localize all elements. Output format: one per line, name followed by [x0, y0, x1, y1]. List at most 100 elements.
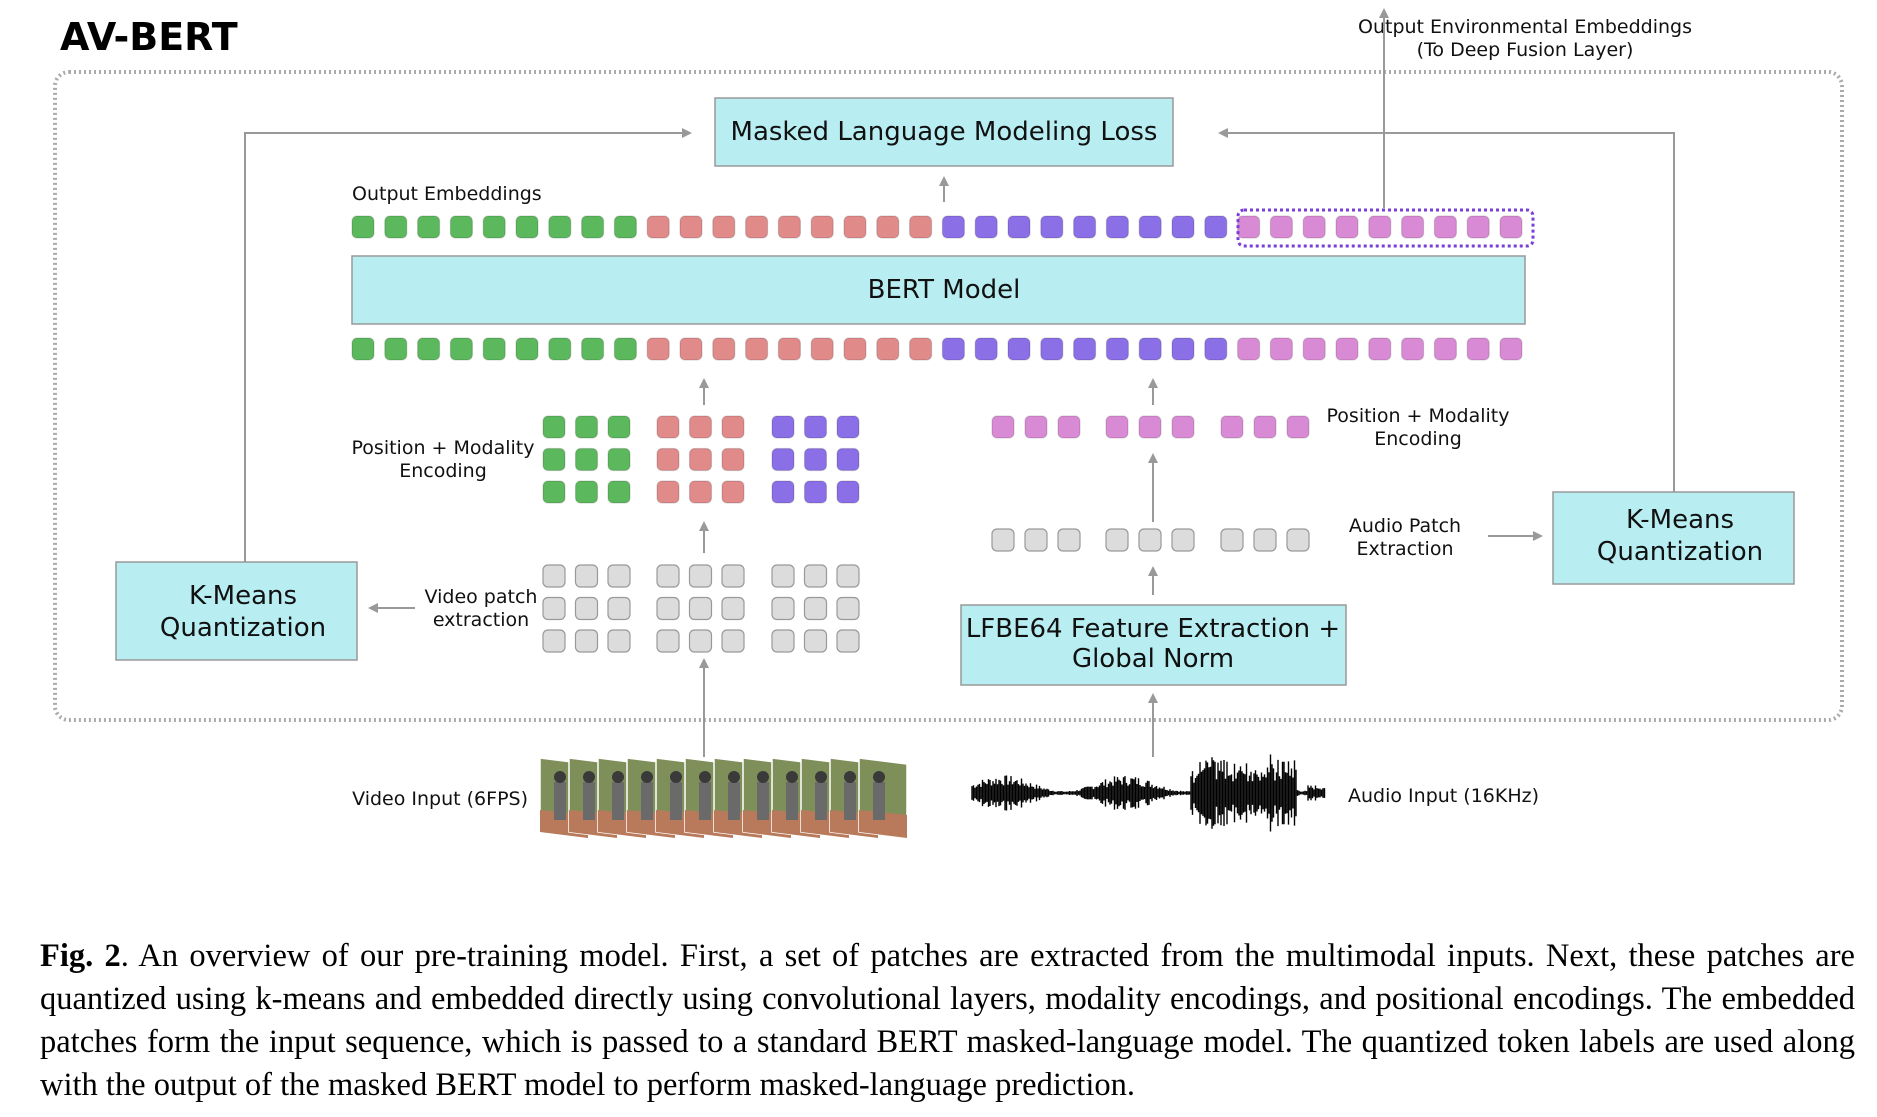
- video-encoded-patch: [542, 447, 566, 472]
- audio-input-label: Audio Input (16KHz): [1348, 785, 1539, 807]
- audio-encoded-patch: [991, 415, 1015, 439]
- lfbe-box: [960, 604, 1347, 686]
- output-env-label-line2: (To Deep Fusion Layer): [1417, 39, 1634, 61]
- token: [384, 337, 408, 361]
- token: [843, 215, 867, 239]
- outer-dotted-border: [53, 70, 1844, 722]
- video-patch: [607, 629, 631, 653]
- token: [548, 337, 572, 361]
- token: [1335, 215, 1359, 239]
- video-encoded-patch: [574, 415, 599, 439]
- video-encoded-patch: [688, 415, 713, 439]
- audio-patch: [991, 528, 1015, 552]
- mlm-loss-label: Masked Language Modeling Loss: [731, 117, 1158, 147]
- token: [974, 337, 998, 361]
- audio-encoded-patch: [1024, 415, 1048, 439]
- audio-patch-label-line1: Audio Patch: [1349, 515, 1461, 537]
- caption-label: Fig. 2: [40, 938, 121, 974]
- video-input-label: Video Input (6FPS): [352, 788, 528, 810]
- token: [417, 337, 441, 361]
- token: [712, 215, 736, 239]
- video-frame: [858, 757, 908, 839]
- lfbe-line1: LFBE64 Feature Extraction +: [966, 614, 1340, 644]
- token: [351, 215, 375, 239]
- bert-model-label: BERT Model: [868, 275, 1021, 305]
- video-encoded-patch: [688, 447, 713, 472]
- audio-patch: [1057, 528, 1081, 552]
- token: [777, 337, 802, 361]
- token: [810, 337, 834, 361]
- token: [548, 215, 572, 239]
- token: [1269, 215, 1294, 239]
- token: [1368, 337, 1392, 361]
- audio-encoded-patch: [1138, 415, 1162, 439]
- left-feedback-line: [244, 128, 692, 562]
- token: [744, 337, 769, 361]
- token: [1466, 337, 1490, 361]
- output-env-label-line1: Output Environmental Embeddings: [1358, 16, 1692, 38]
- token: [679, 337, 703, 361]
- token: [974, 215, 998, 239]
- token: [1368, 215, 1392, 239]
- video-patch: [803, 629, 828, 653]
- token: [1302, 337, 1326, 361]
- video-encoded-patch: [836, 415, 860, 439]
- video-patch: [542, 629, 566, 653]
- audio-patch: [1105, 528, 1129, 552]
- video-encoded-patch: [607, 447, 631, 472]
- token: [1236, 215, 1261, 239]
- video-encoded-patch: [607, 415, 631, 439]
- token: [1433, 215, 1458, 239]
- video-encoded-patch: [771, 415, 795, 439]
- token: [1269, 337, 1294, 361]
- video-patch: [574, 596, 599, 621]
- token: [941, 215, 966, 239]
- audio-encoded-patch: [1220, 415, 1244, 439]
- token: [908, 337, 933, 361]
- video-patch: [803, 596, 828, 621]
- audio-encoded-row: [991, 415, 1310, 439]
- audio-patch-row: [991, 528, 1310, 552]
- video-encoded-patch: [721, 447, 745, 472]
- token: [384, 215, 408, 239]
- token: [1236, 337, 1261, 361]
- token: [712, 337, 736, 361]
- token: [417, 215, 441, 239]
- kmeans-right-line1: K-Means: [1626, 505, 1734, 535]
- video-patch: [771, 596, 795, 621]
- token: [1499, 215, 1523, 239]
- video-encoded-patch: [721, 415, 745, 439]
- video-encoded-patch: [771, 480, 795, 504]
- token: [1171, 337, 1195, 361]
- token: [351, 337, 375, 361]
- video-encoded-patch: [574, 480, 599, 504]
- video-patch: [542, 564, 566, 588]
- video-patch: [574, 564, 599, 588]
- video-patch: [721, 629, 745, 653]
- token: [941, 337, 966, 361]
- token: [1072, 337, 1097, 361]
- token: [679, 215, 703, 239]
- video-patch: [836, 629, 860, 653]
- audio-patch: [1220, 528, 1244, 552]
- audio-encoded-patch: [1286, 415, 1310, 439]
- pos-mod-left-line1: Position + Modality: [352, 437, 535, 459]
- caption-text: . An overview of our pre-training model.…: [40, 938, 1855, 1103]
- kmeans-left-line2: Quantization: [160, 613, 326, 643]
- video-encoded-patch: [542, 480, 566, 504]
- audio-waveform: [971, 754, 1326, 832]
- video-encoded-patch: [803, 447, 828, 472]
- kmeans-right-line2: Quantization: [1597, 537, 1763, 567]
- video-encoded-patch: [574, 447, 599, 472]
- video-encoded-patch: [656, 415, 680, 439]
- token: [1335, 337, 1359, 361]
- video-encoded-patch: [836, 447, 860, 472]
- video-encoded-patch: [607, 480, 631, 504]
- token: [1040, 215, 1064, 239]
- video-patch: [836, 564, 860, 588]
- waveform-path: [971, 754, 1326, 832]
- token: [744, 215, 769, 239]
- input-embeddings-row: [351, 337, 1523, 361]
- video-patch: [542, 596, 566, 621]
- token: [580, 215, 605, 239]
